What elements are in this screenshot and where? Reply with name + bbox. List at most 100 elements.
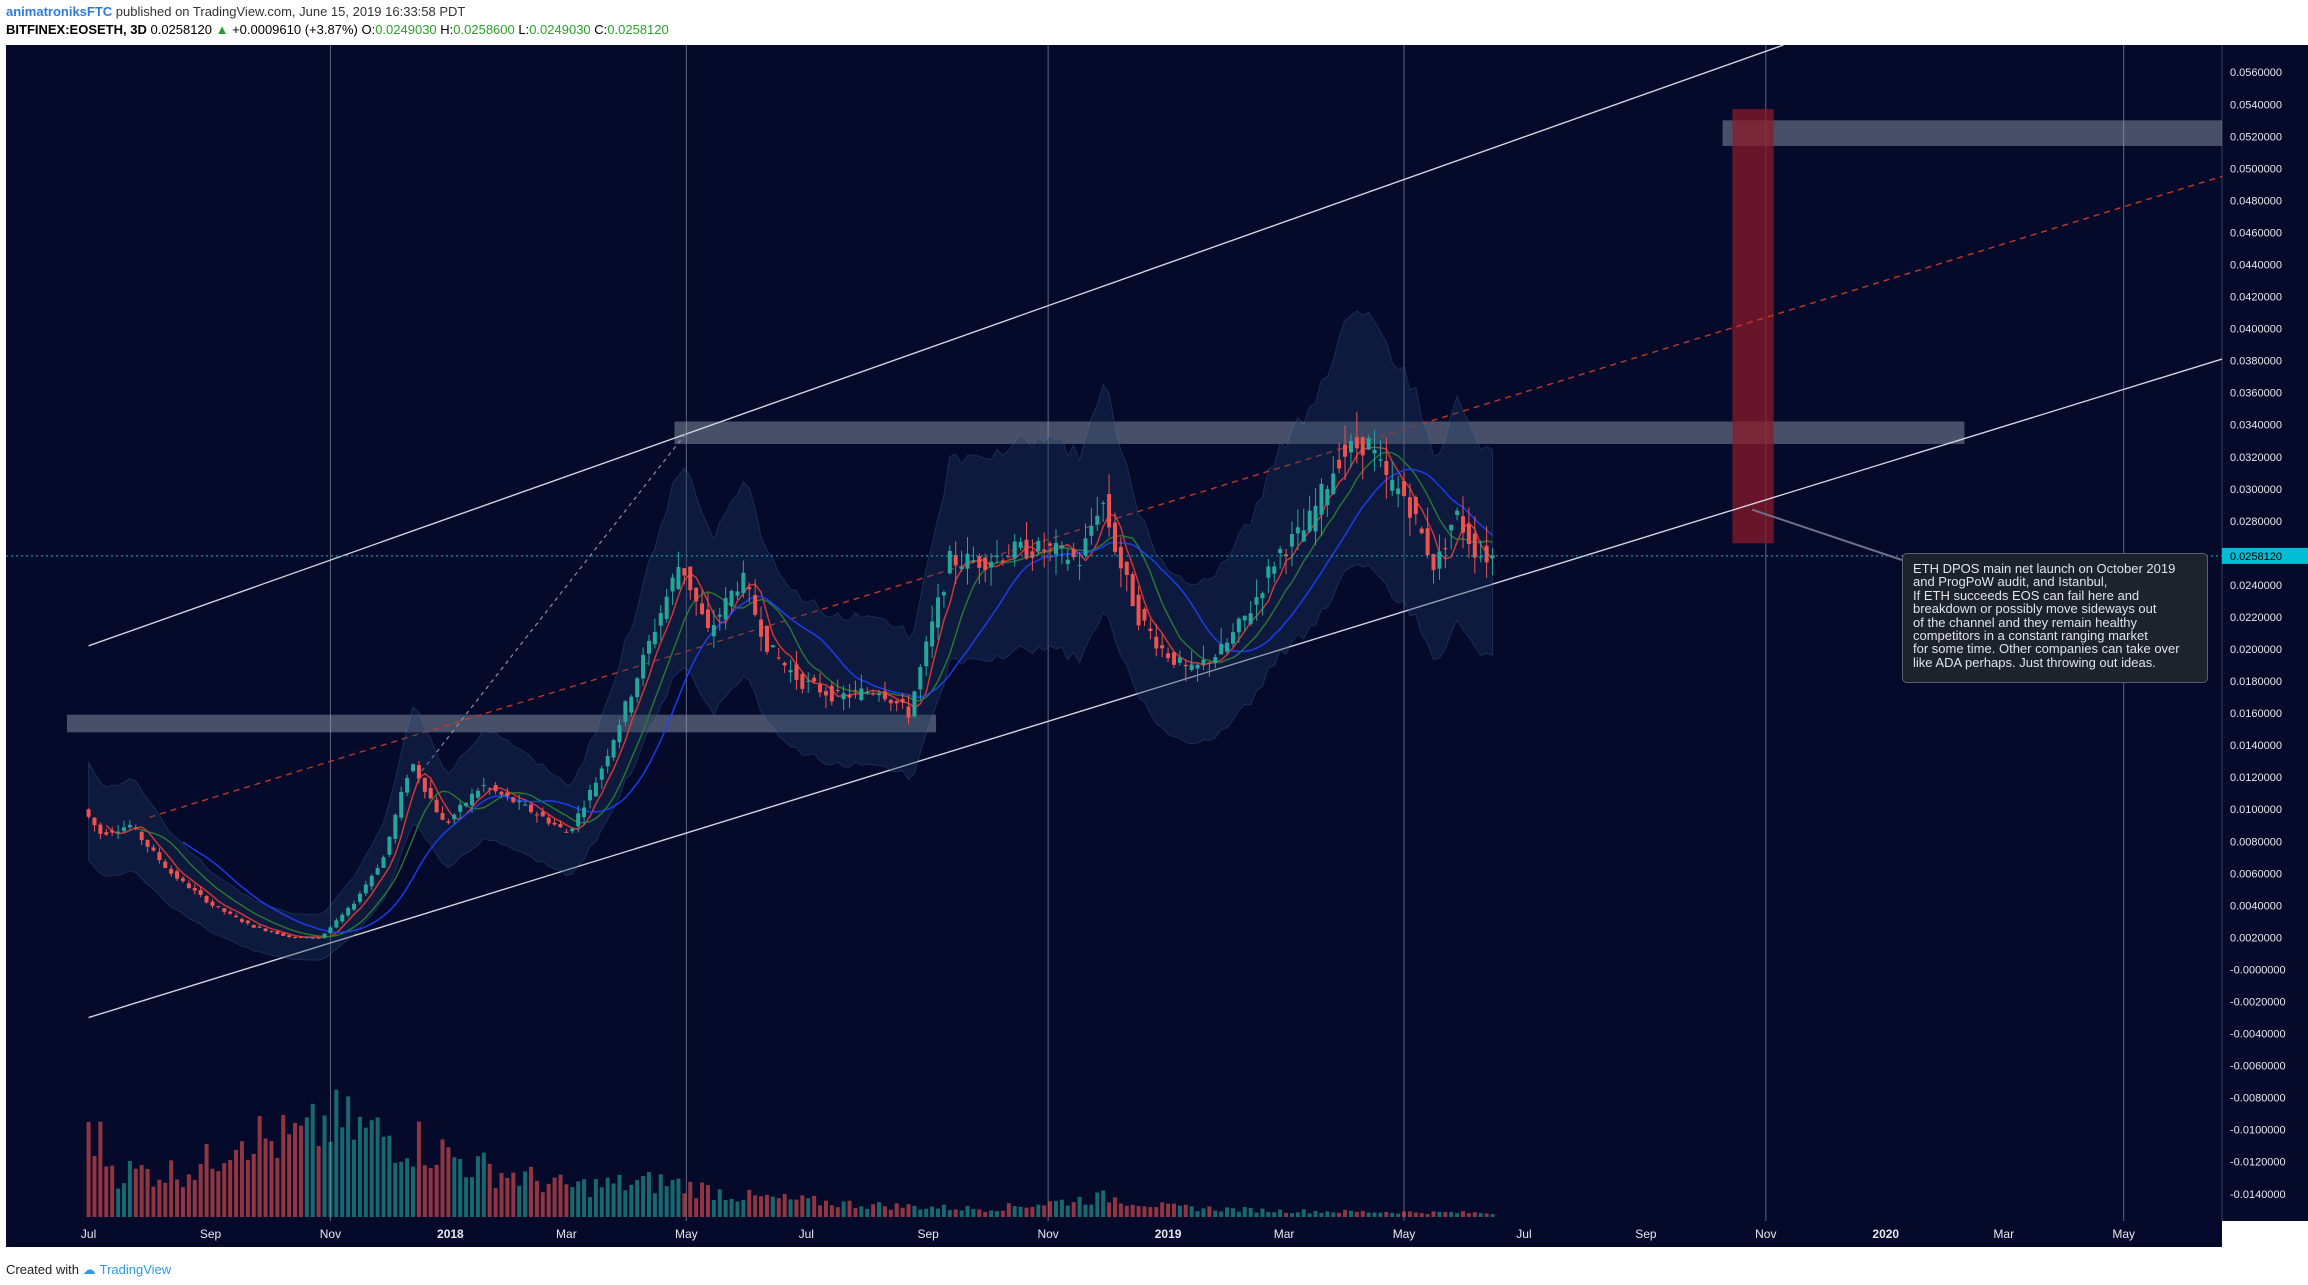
candle-body bbox=[812, 677, 817, 682]
candle-body bbox=[918, 667, 923, 690]
tradingview-brand-link[interactable]: TradingView bbox=[99, 1262, 172, 1277]
candle bbox=[658, 604, 663, 641]
volume-bar bbox=[812, 1195, 817, 1217]
candle bbox=[1018, 537, 1023, 551]
volume-bar bbox=[924, 1208, 929, 1217]
y-tick-label: 0.0420000 bbox=[2230, 292, 2282, 304]
candle bbox=[853, 680, 858, 699]
y-tick-label: 0.0020000 bbox=[2230, 932, 2282, 944]
candle bbox=[641, 647, 646, 686]
idea-note[interactable]: ETH DPOS main net launch on October 2019… bbox=[1902, 553, 2208, 683]
volume-bar bbox=[971, 1208, 976, 1217]
candle bbox=[593, 776, 598, 797]
candle bbox=[1112, 512, 1117, 556]
y-tick-label: 0.0560000 bbox=[2230, 67, 2282, 79]
candle-body bbox=[133, 827, 138, 829]
candle-body bbox=[1089, 525, 1094, 536]
candle-body bbox=[310, 937, 315, 939]
y-tick-label: -0.0040000 bbox=[2230, 1029, 2286, 1041]
candle bbox=[1443, 537, 1448, 569]
candle-body bbox=[1077, 565, 1082, 567]
volume-bar bbox=[1319, 1212, 1324, 1217]
volume-bar bbox=[818, 1205, 823, 1217]
candle bbox=[1313, 488, 1318, 546]
candle bbox=[1396, 475, 1401, 508]
x-tick-label: Jul bbox=[799, 1227, 814, 1241]
candle-body bbox=[1278, 548, 1283, 554]
volume-bar bbox=[475, 1156, 480, 1217]
candle bbox=[582, 800, 587, 825]
volume-bar bbox=[1348, 1210, 1353, 1217]
candle-body bbox=[611, 740, 616, 758]
candle bbox=[741, 560, 746, 598]
open-value: 0.0249030 bbox=[375, 22, 437, 37]
volume-bar bbox=[517, 1185, 522, 1217]
candle-body bbox=[617, 725, 622, 743]
volume-bar bbox=[599, 1187, 604, 1217]
candle-body bbox=[405, 778, 410, 793]
candle-body bbox=[1171, 652, 1176, 665]
volume-bar bbox=[104, 1166, 109, 1217]
volume-bar bbox=[1396, 1213, 1401, 1217]
candle-body bbox=[764, 625, 769, 652]
candle bbox=[322, 933, 327, 939]
candle bbox=[251, 924, 256, 928]
candle-body bbox=[1024, 539, 1029, 559]
x-tick-label: Sep bbox=[200, 1227, 222, 1241]
candle bbox=[1437, 534, 1442, 580]
candle bbox=[759, 606, 764, 652]
candle bbox=[163, 859, 168, 869]
volume-bar bbox=[1213, 1210, 1218, 1217]
candle bbox=[576, 805, 581, 833]
candle bbox=[440, 806, 445, 821]
ma-slow-line bbox=[182, 468, 1494, 934]
volume-bar bbox=[540, 1192, 545, 1217]
candle-body bbox=[104, 832, 109, 835]
author-link[interactable]: animatroniksFTC bbox=[6, 4, 113, 19]
candle-body bbox=[1443, 548, 1448, 550]
candle bbox=[894, 699, 899, 712]
volume-bar bbox=[1148, 1207, 1153, 1217]
volume-bar bbox=[623, 1190, 628, 1217]
candle bbox=[257, 924, 262, 929]
y-tick-label: 0.0200000 bbox=[2230, 644, 2282, 656]
volume-bar bbox=[1248, 1207, 1253, 1217]
candle-body bbox=[1071, 548, 1076, 558]
y-tick-label: 0.0340000 bbox=[2230, 420, 2282, 432]
candle bbox=[328, 925, 333, 935]
candle-body bbox=[1118, 546, 1123, 569]
volume-bar bbox=[434, 1164, 439, 1217]
candle-body bbox=[1030, 551, 1035, 558]
candle-body bbox=[1301, 530, 1306, 542]
price-chart[interactable]: 0.0258120 0.0560000 0.0540000 0.0520000 0.05… bbox=[0, 40, 2308, 1255]
x-tick-label: May bbox=[1393, 1227, 1416, 1241]
volume-bar bbox=[1219, 1211, 1224, 1217]
y-tick-label: 0.0180000 bbox=[2230, 676, 2282, 688]
candle-body bbox=[222, 908, 227, 912]
candle-body bbox=[788, 670, 793, 673]
candle bbox=[623, 700, 628, 727]
volume-bar bbox=[859, 1206, 864, 1217]
candle bbox=[1431, 553, 1436, 584]
candle bbox=[1012, 533, 1017, 567]
candle bbox=[1289, 521, 1294, 567]
candle-body bbox=[1354, 437, 1359, 449]
candle-body bbox=[664, 596, 669, 619]
candle bbox=[688, 566, 693, 600]
candle bbox=[670, 573, 675, 606]
candle bbox=[882, 681, 887, 702]
candle-body bbox=[770, 645, 775, 648]
candle bbox=[387, 836, 392, 857]
volume-bar bbox=[682, 1193, 687, 1217]
volume-bar bbox=[399, 1161, 404, 1217]
volume-bar bbox=[1313, 1210, 1318, 1217]
volume-bar bbox=[257, 1116, 262, 1217]
candle-body bbox=[204, 896, 209, 903]
candle-body bbox=[528, 804, 533, 813]
channel-midline-dashed bbox=[149, 175, 2223, 818]
volume-bar bbox=[186, 1174, 191, 1217]
volume-bar bbox=[700, 1182, 705, 1217]
candle-body bbox=[387, 836, 392, 855]
candle-body bbox=[493, 785, 498, 792]
volume-bar bbox=[1360, 1210, 1365, 1217]
